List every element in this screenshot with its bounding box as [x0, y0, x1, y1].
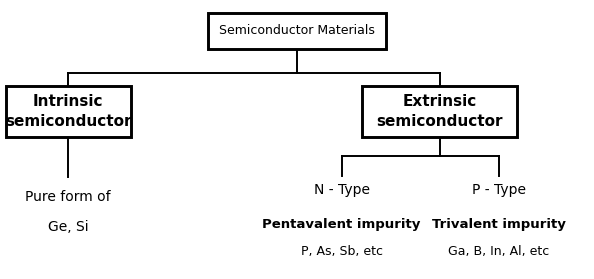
- Text: P - Type: P - Type: [472, 183, 526, 197]
- Text: Ga, B, In, Al, etc: Ga, B, In, Al, etc: [448, 245, 549, 258]
- Text: Ge, Si: Ge, Si: [48, 220, 89, 234]
- Text: Pure form of: Pure form of: [26, 190, 111, 204]
- Text: P, As, Sb, etc: P, As, Sb, etc: [301, 245, 383, 258]
- FancyBboxPatch shape: [208, 13, 386, 49]
- FancyBboxPatch shape: [6, 86, 131, 137]
- Text: Intrinsic
semiconductor: Intrinsic semiconductor: [5, 94, 131, 129]
- Text: Extrinsic
semiconductor: Extrinsic semiconductor: [377, 94, 503, 129]
- Text: N - Type: N - Type: [314, 183, 369, 197]
- Text: Pentavalent impurity: Pentavalent impurity: [263, 218, 421, 231]
- Text: Semiconductor Materials: Semiconductor Materials: [219, 24, 375, 37]
- Text: Trivalent impurity: Trivalent impurity: [432, 218, 566, 231]
- FancyBboxPatch shape: [362, 86, 517, 137]
